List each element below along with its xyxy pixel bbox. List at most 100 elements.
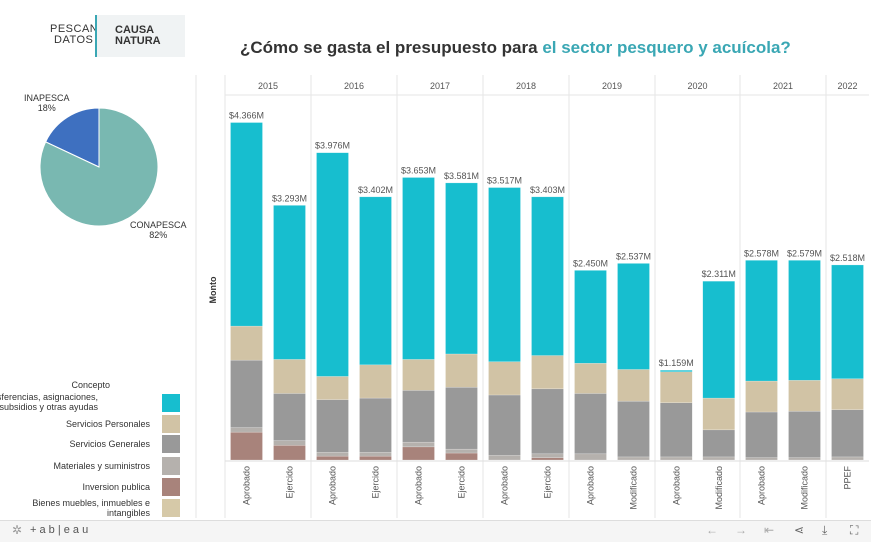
- bar-segment[interactable]: [273, 393, 306, 441]
- legend-item[interactable]: Transferencias, asignaciones, subsidios …: [0, 392, 98, 412]
- legend-swatch: [162, 478, 180, 496]
- bar-segment[interactable]: [745, 380, 778, 413]
- bar-segment[interactable]: [359, 452, 392, 457]
- bar-segment[interactable]: [359, 364, 392, 399]
- bar-segment[interactable]: [660, 456, 693, 461]
- bar-segment[interactable]: [788, 410, 821, 458]
- bar-segment[interactable]: [316, 152, 349, 377]
- bar-segment[interactable]: [488, 394, 521, 456]
- bar-segment[interactable]: [574, 363, 607, 394]
- year-header: 2022: [837, 81, 857, 91]
- pie-chart: [39, 107, 159, 227]
- bar-segment[interactable]: [531, 355, 564, 390]
- legend-item[interactable]: Servicios Personales: [65, 419, 150, 429]
- undo-icon[interactable]: ←: [706, 523, 718, 537]
- bar-segment[interactable]: [402, 446, 435, 461]
- bar-segment[interactable]: [745, 457, 778, 461]
- bar-segment[interactable]: [617, 400, 650, 458]
- bar-segment[interactable]: [617, 263, 650, 370]
- bar-total-label: $2.578M: [744, 248, 779, 258]
- bar-segment[interactable]: [788, 457, 821, 461]
- bar-segment[interactable]: [531, 457, 564, 461]
- pescando-datos-logo: PESCANDO DATOS: [14, 24, 116, 46]
- year-header: 2018: [516, 81, 536, 91]
- x-tick-label: Ejercido: [457, 466, 467, 499]
- bar-segment[interactable]: [402, 441, 435, 448]
- year-header: 2016: [344, 81, 364, 91]
- bar-segment[interactable]: [531, 388, 564, 455]
- bar-segment[interactable]: [531, 196, 564, 356]
- revert-icon[interactable]: ⇤: [764, 523, 775, 537]
- legend-item[interactable]: Servicios Generales: [69, 439, 150, 449]
- bar-segment[interactable]: [230, 325, 263, 361]
- bar-segment[interactable]: [660, 369, 693, 373]
- bar-segment[interactable]: [359, 196, 392, 366]
- bar-segment[interactable]: [831, 456, 864, 461]
- legend-item[interactable]: Materiales y suministros: [53, 461, 150, 471]
- bar-segment[interactable]: [574, 393, 607, 455]
- legend-swatch: [162, 499, 180, 517]
- bar-segment[interactable]: [574, 453, 607, 461]
- bar-segment[interactable]: [702, 280, 735, 399]
- bar-segment[interactable]: [660, 371, 693, 403]
- fullscreen-icon[interactable]: ⛶: [850, 523, 859, 537]
- bar-segment[interactable]: [402, 359, 435, 391]
- bar-segment[interactable]: [316, 452, 349, 457]
- bar-segment[interactable]: [788, 380, 821, 412]
- bar-segment[interactable]: [316, 455, 349, 461]
- bar-segment[interactable]: [660, 402, 693, 458]
- bar-segment[interactable]: [745, 260, 778, 382]
- bar-segment[interactable]: [316, 399, 349, 453]
- x-tick-label: PPEF: [843, 466, 853, 490]
- bar-segment[interactable]: [702, 429, 735, 458]
- bar-segment[interactable]: [273, 445, 306, 461]
- share-icon[interactable]: ⋖: [794, 523, 805, 537]
- bar-segment[interactable]: [574, 270, 607, 364]
- legend-item[interactable]: Inversion publica: [82, 482, 150, 492]
- pie-slice-inapesca[interactable]: [44, 107, 100, 168]
- x-tick-label: Aprobado: [500, 466, 510, 505]
- bar-total-label: $1.159M: [659, 358, 694, 368]
- bar-segment[interactable]: [445, 448, 478, 454]
- bar-segment[interactable]: [788, 260, 821, 381]
- bar-segment[interactable]: [230, 427, 263, 433]
- bar-segment[interactable]: [359, 455, 392, 461]
- download-icon[interactable]: ⤓: [822, 523, 828, 537]
- bar-segment[interactable]: [230, 122, 263, 327]
- bar-segment[interactable]: [488, 187, 521, 362]
- bar-total-label: $4.366M: [229, 111, 264, 121]
- bar-segment[interactable]: [617, 456, 650, 461]
- bar-segment[interactable]: [445, 386, 478, 450]
- bar-segment[interactable]: [273, 359, 306, 394]
- bar-segment[interactable]: [745, 411, 778, 458]
- bar-segment[interactable]: [402, 177, 435, 360]
- bar-segment[interactable]: [617, 369, 650, 402]
- bar-segment[interactable]: [488, 455, 521, 461]
- logo-text: DATOS: [54, 34, 94, 46]
- bar-segment[interactable]: [702, 397, 735, 431]
- bar-segment[interactable]: [273, 205, 306, 360]
- bar-segment[interactable]: [402, 390, 435, 443]
- bar-total-label: $3.403M: [530, 185, 565, 195]
- bar-segment[interactable]: [273, 440, 306, 446]
- bar-segment[interactable]: [316, 376, 349, 400]
- y-axis-label: Monto: [208, 276, 218, 303]
- bar-segment[interactable]: [831, 409, 864, 458]
- pie-slice-conapesca[interactable]: [39, 107, 159, 227]
- bar-segment[interactable]: [445, 452, 478, 461]
- tableau-brand[interactable]: + a b | e a u: [30, 524, 89, 536]
- bar-segment[interactable]: [359, 397, 392, 453]
- bar-segment[interactable]: [531, 453, 564, 458]
- bar-segment[interactable]: [488, 361, 521, 396]
- bar-segment[interactable]: [831, 378, 864, 410]
- legend-item[interactable]: Bienes muebles, inmuebles e intangibles: [32, 498, 150, 518]
- bar-segment[interactable]: [230, 431, 263, 461]
- bar-segment[interactable]: [445, 182, 478, 355]
- bar-segment[interactable]: [230, 359, 263, 428]
- causa-natura-logo: CAUSA NATURA: [95, 15, 185, 57]
- redo-icon[interactable]: →: [735, 523, 747, 537]
- bar-segment[interactable]: [831, 264, 864, 379]
- bar-segment[interactable]: [702, 456, 735, 461]
- x-tick-label: Aprobado: [328, 466, 338, 505]
- bar-segment[interactable]: [445, 353, 478, 388]
